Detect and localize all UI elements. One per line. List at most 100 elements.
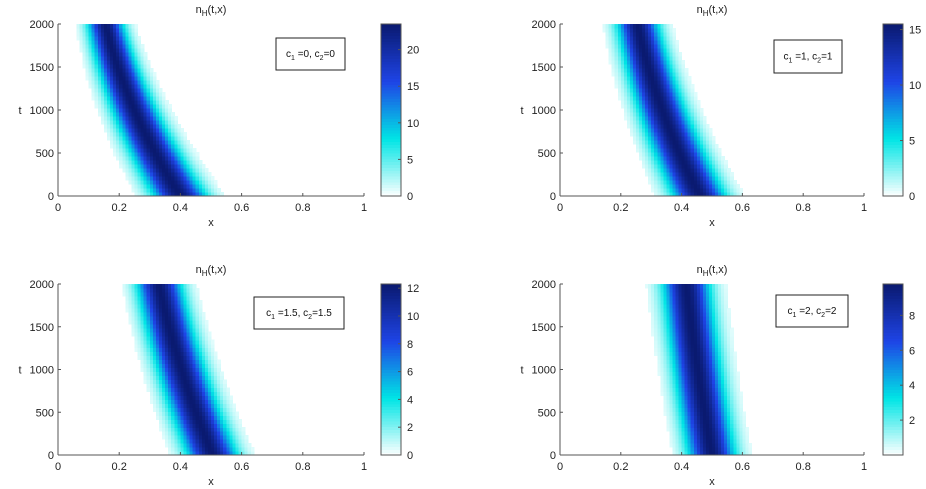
heatmap-cell (645, 76, 649, 81)
heatmap-cell (733, 403, 737, 408)
heatmap-cell (232, 451, 237, 456)
heatmap-cell (192, 367, 197, 373)
heatmap-cell (654, 327, 658, 333)
heatmap-cell (162, 96, 166, 101)
heatmap-cell (186, 451, 191, 456)
heatmap-cell (687, 343, 692, 349)
heatmap-cell (165, 176, 169, 181)
heatmap-cell (736, 403, 740, 408)
heatmap-cell (708, 323, 713, 329)
heatmap-cell (119, 108, 123, 113)
heatmap-cell (125, 108, 129, 113)
heatmap-cell (189, 319, 194, 325)
heatmap-cell (125, 48, 129, 53)
colorbar-segment (381, 335, 401, 339)
heatmap-cell (690, 104, 695, 109)
heatmap-cell (705, 363, 710, 369)
heatmap-cell (158, 116, 163, 121)
heatmap-cell (174, 160, 178, 165)
heatmap-cell (140, 148, 145, 153)
colorbar-segment (883, 323, 903, 328)
heatmap-cell (642, 88, 646, 93)
heatmap-cell (639, 28, 643, 33)
heatmap-cell (131, 287, 136, 293)
heatmap-cell (681, 303, 686, 309)
heatmap-cell (708, 192, 713, 197)
heatmap-cell (214, 188, 218, 193)
heatmap-cell (739, 431, 743, 436)
heatmap-cell (180, 136, 185, 141)
heatmap-cell (663, 367, 667, 373)
heatmap-cell (642, 148, 646, 153)
heatmap-cell (162, 375, 166, 381)
heatmap-cell (155, 120, 160, 125)
heatmap-cell (687, 411, 692, 416)
heatmap-cell (663, 363, 667, 369)
heatmap-cell (733, 387, 737, 392)
heatmap-cell (214, 443, 218, 448)
parameter-c1-label: c (286, 49, 291, 60)
heatmap-cell (736, 431, 740, 436)
heatmap-cell (696, 439, 701, 444)
heatmap-cell (690, 383, 695, 388)
heatmap-cell (645, 148, 649, 153)
heatmap-cell (626, 88, 631, 93)
heatmap-cell (645, 92, 649, 97)
heatmap-cell (657, 299, 661, 305)
heatmap-cell (152, 132, 157, 137)
heatmap-cell (730, 335, 734, 341)
heatmap-cell (708, 391, 713, 396)
colorbar-segment (883, 107, 903, 111)
heatmap-cell (143, 108, 148, 113)
heatmap-cell (146, 299, 151, 305)
colorbar-segment (883, 417, 903, 422)
heatmap-cell (684, 160, 689, 165)
heatmap-cell (663, 160, 667, 165)
heatmap-cell (158, 100, 163, 105)
heatmap-cell (177, 160, 181, 165)
heatmap-cell (110, 96, 114, 101)
colorbar-segment (381, 323, 401, 328)
heatmap-cell (165, 188, 169, 193)
heatmap-cell (675, 359, 680, 365)
heatmap-cell (639, 84, 643, 89)
heatmap-cell (632, 128, 637, 133)
heatmap-cell (128, 96, 133, 101)
heatmap-cell (195, 383, 200, 388)
heatmap-cell (636, 80, 640, 85)
heatmap-cell (134, 64, 139, 69)
heatmap-cell (645, 64, 649, 69)
heatmap-cell (669, 419, 674, 424)
heatmap-cell (626, 24, 631, 29)
heatmap-cell (678, 72, 683, 77)
heatmap-cell (171, 427, 175, 432)
heatmap-cell (636, 56, 640, 61)
heatmap-cell (651, 24, 655, 29)
heatmap-cell (119, 24, 123, 29)
heatmap-cell (110, 112, 114, 117)
heatmap-cell (629, 88, 634, 93)
heatmap-cell (696, 443, 701, 448)
heatmap-cell (137, 160, 142, 165)
heatmap-cell (666, 331, 671, 337)
heatmap-cell (189, 287, 194, 293)
heatmap-cell (684, 192, 689, 197)
heatmap-cell (663, 136, 667, 141)
heatmap-cell (672, 431, 677, 436)
heatmap-cell (693, 192, 698, 197)
heatmap-cell (183, 136, 188, 141)
heatmap-cell (137, 351, 142, 357)
heatmap-cell (192, 291, 197, 297)
heatmap-cell (669, 68, 674, 73)
heatmap-cell (165, 152, 169, 157)
heatmap-cell (158, 335, 163, 341)
heatmap-cell (100, 72, 105, 77)
heatmap-cell (690, 124, 695, 129)
heatmap-cell (110, 52, 114, 57)
heatmap-cell (110, 140, 114, 145)
heatmap-cell (152, 335, 157, 341)
heatmap-cell (186, 148, 191, 153)
heatmap-cell (158, 387, 163, 392)
heatmap-cell (721, 311, 725, 317)
heatmap-cell (195, 299, 200, 305)
